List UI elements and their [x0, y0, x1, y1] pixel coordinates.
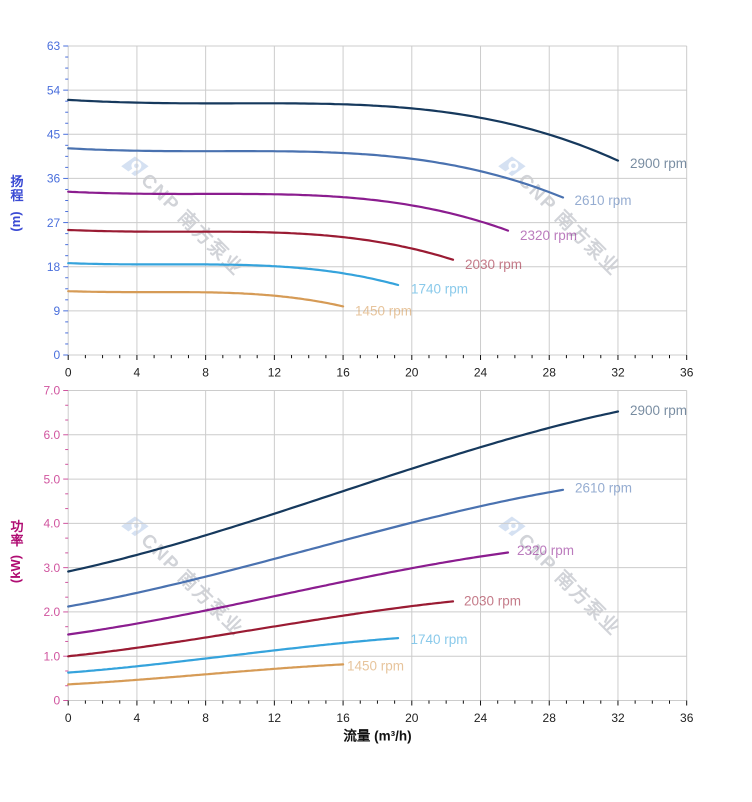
- svg-text:28: 28: [543, 365, 557, 379]
- svg-text:0: 0: [65, 365, 72, 379]
- svg-text:2320 rpm: 2320 rpm: [520, 228, 577, 243]
- svg-text:4: 4: [134, 711, 141, 725]
- svg-text:7.0: 7.0: [44, 384, 61, 398]
- svg-text:27: 27: [47, 216, 61, 230]
- svg-text:32: 32: [611, 711, 625, 725]
- svg-text:程: 程: [10, 188, 23, 203]
- svg-text:36: 36: [680, 711, 694, 725]
- svg-text:流量 (m³/h): 流量 (m³/h): [343, 728, 411, 744]
- svg-text:1450 rpm: 1450 rpm: [347, 659, 404, 674]
- svg-text:6.0: 6.0: [44, 428, 61, 442]
- svg-text:4.0: 4.0: [44, 517, 61, 531]
- svg-text:1450 rpm: 1450 rpm: [355, 304, 412, 319]
- svg-text:63: 63: [47, 39, 61, 53]
- svg-text:20: 20: [405, 365, 419, 379]
- svg-text:16: 16: [336, 711, 350, 725]
- svg-text:12: 12: [268, 711, 282, 725]
- svg-text:24: 24: [474, 711, 488, 725]
- svg-text:24: 24: [474, 365, 488, 379]
- svg-text:20: 20: [405, 711, 419, 725]
- svg-text:2.0: 2.0: [44, 605, 61, 619]
- svg-text:8: 8: [202, 365, 209, 379]
- svg-text:36: 36: [47, 172, 61, 186]
- svg-text:(kW): (kW): [8, 555, 23, 583]
- svg-text:4: 4: [134, 365, 141, 379]
- svg-text:2900 rpm: 2900 rpm: [630, 156, 687, 171]
- svg-text:(m): (m): [8, 211, 23, 231]
- svg-text:1740 rpm: 1740 rpm: [411, 282, 468, 297]
- svg-text:8: 8: [202, 711, 209, 725]
- svg-text:9: 9: [54, 304, 61, 318]
- svg-text:0: 0: [65, 711, 72, 725]
- svg-text:18: 18: [47, 260, 61, 274]
- svg-text:率: 率: [10, 533, 23, 548]
- svg-text:28: 28: [543, 711, 557, 725]
- svg-text:2610 rpm: 2610 rpm: [575, 193, 632, 208]
- svg-text:54: 54: [47, 83, 61, 97]
- svg-text:0: 0: [54, 348, 61, 362]
- svg-text:2900 rpm: 2900 rpm: [630, 403, 687, 418]
- svg-text:12: 12: [268, 365, 282, 379]
- svg-text:32: 32: [611, 365, 625, 379]
- svg-text:0: 0: [54, 694, 61, 708]
- svg-text:扬: 扬: [10, 174, 23, 189]
- svg-text:16: 16: [336, 365, 350, 379]
- svg-text:功: 功: [10, 519, 23, 534]
- svg-text:5.0: 5.0: [44, 472, 61, 486]
- svg-text:2610 rpm: 2610 rpm: [575, 481, 632, 496]
- svg-text:1740 rpm: 1740 rpm: [411, 632, 468, 647]
- svg-text:1.0: 1.0: [44, 649, 61, 663]
- svg-text:2320 rpm: 2320 rpm: [517, 543, 574, 558]
- svg-text:36: 36: [680, 365, 694, 379]
- svg-text:2030 rpm: 2030 rpm: [464, 594, 521, 609]
- svg-text:3.0: 3.0: [44, 561, 61, 575]
- svg-text:45: 45: [47, 128, 61, 142]
- svg-text:2030 rpm: 2030 rpm: [465, 257, 522, 272]
